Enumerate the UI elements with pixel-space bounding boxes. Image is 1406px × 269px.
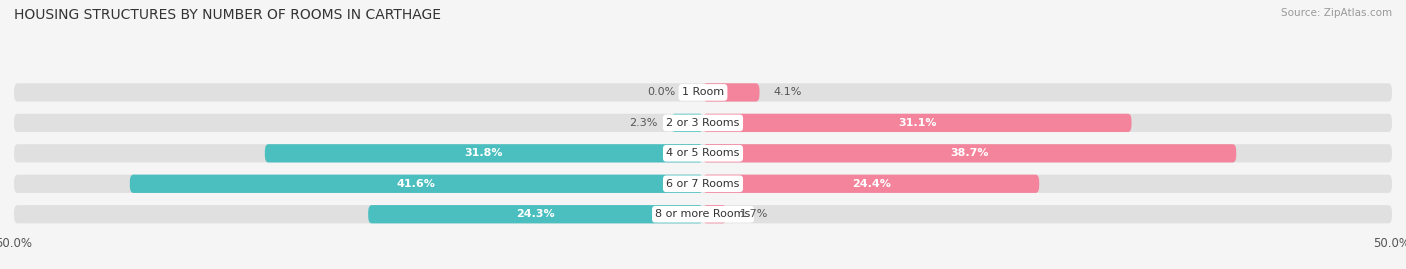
FancyBboxPatch shape: [703, 144, 1236, 162]
Text: 4 or 5 Rooms: 4 or 5 Rooms: [666, 148, 740, 158]
FancyBboxPatch shape: [14, 205, 1392, 223]
FancyBboxPatch shape: [703, 205, 727, 223]
FancyBboxPatch shape: [14, 144, 1392, 162]
Text: 2 or 3 Rooms: 2 or 3 Rooms: [666, 118, 740, 128]
FancyBboxPatch shape: [264, 144, 703, 162]
Text: HOUSING STRUCTURES BY NUMBER OF ROOMS IN CARTHAGE: HOUSING STRUCTURES BY NUMBER OF ROOMS IN…: [14, 8, 441, 22]
Text: 2.3%: 2.3%: [628, 118, 658, 128]
Text: 4.1%: 4.1%: [773, 87, 801, 97]
Text: 1.7%: 1.7%: [740, 209, 769, 219]
FancyBboxPatch shape: [14, 175, 1392, 193]
Text: 38.7%: 38.7%: [950, 148, 988, 158]
FancyBboxPatch shape: [368, 205, 703, 223]
Text: 6 or 7 Rooms: 6 or 7 Rooms: [666, 179, 740, 189]
Text: 24.4%: 24.4%: [852, 179, 890, 189]
FancyBboxPatch shape: [14, 114, 1392, 132]
Text: 24.3%: 24.3%: [516, 209, 555, 219]
Text: 8 or more Rooms: 8 or more Rooms: [655, 209, 751, 219]
FancyBboxPatch shape: [703, 83, 759, 102]
Text: 31.8%: 31.8%: [464, 148, 503, 158]
Text: Source: ZipAtlas.com: Source: ZipAtlas.com: [1281, 8, 1392, 18]
FancyBboxPatch shape: [129, 175, 703, 193]
Text: 0.0%: 0.0%: [647, 87, 675, 97]
Text: 31.1%: 31.1%: [898, 118, 936, 128]
FancyBboxPatch shape: [703, 175, 1039, 193]
Text: 1 Room: 1 Room: [682, 87, 724, 97]
FancyBboxPatch shape: [671, 114, 703, 132]
FancyBboxPatch shape: [703, 114, 1132, 132]
Text: 41.6%: 41.6%: [396, 179, 436, 189]
FancyBboxPatch shape: [14, 83, 1392, 102]
